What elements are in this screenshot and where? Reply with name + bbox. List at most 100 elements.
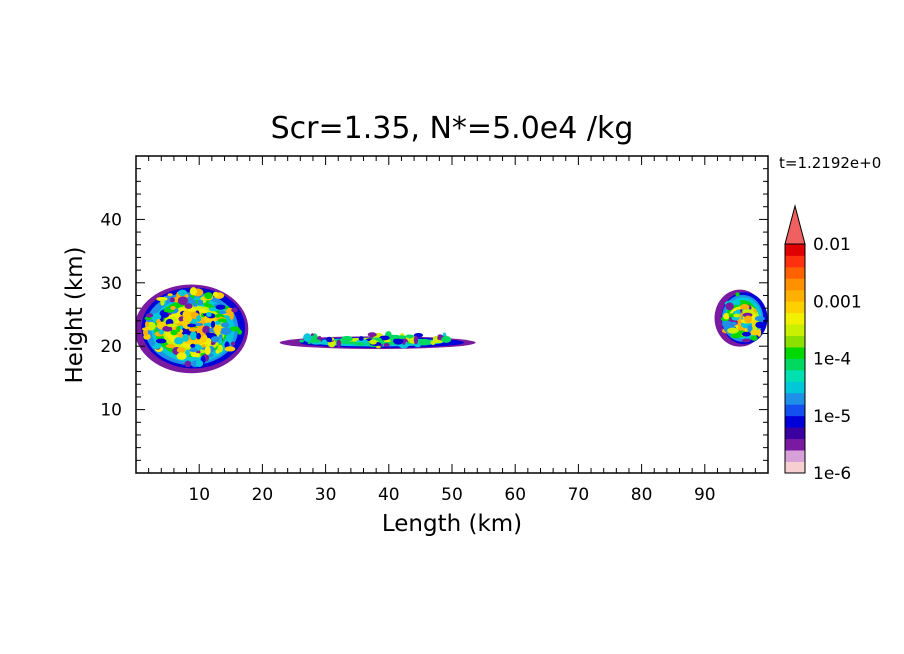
feature-speckle bbox=[731, 321, 737, 326]
feature-speckle bbox=[741, 338, 751, 343]
x-tick-label: 20 bbox=[252, 485, 274, 505]
feature-speckle bbox=[326, 336, 333, 343]
feature-speckle bbox=[176, 347, 186, 354]
colorbar-segment bbox=[785, 392, 805, 405]
feature-speckle bbox=[435, 339, 443, 344]
feature-speckle bbox=[187, 323, 197, 328]
colorbar-segment bbox=[785, 266, 805, 279]
colorbar-segment bbox=[785, 358, 805, 371]
colorbar-label: 0.001 bbox=[813, 292, 862, 312]
y-tick-labels: 10 20 30 40 bbox=[100, 210, 122, 420]
feature-speckle bbox=[213, 325, 222, 334]
colorbar-segment bbox=[785, 427, 805, 440]
feature-speckle bbox=[160, 299, 165, 306]
feature-speckle bbox=[196, 332, 201, 340]
colorbar-segment bbox=[785, 289, 805, 302]
feature-speckle bbox=[369, 339, 377, 345]
feature-speckle bbox=[217, 344, 223, 353]
feature-speckle bbox=[197, 299, 204, 306]
feature-speckle bbox=[195, 360, 204, 367]
feature-speckle bbox=[192, 305, 205, 310]
feature-speckle bbox=[202, 325, 211, 334]
feature-speckle bbox=[730, 333, 742, 339]
colorbar-label: 1e-4 bbox=[813, 350, 851, 370]
feature-speckle bbox=[742, 312, 753, 318]
feature-speckle bbox=[166, 323, 178, 328]
colorbar bbox=[784, 204, 806, 474]
x-tick-label: 50 bbox=[441, 485, 463, 505]
feature-speckle bbox=[145, 313, 154, 318]
feature-speckle bbox=[204, 346, 211, 355]
colorbar-segment bbox=[785, 404, 805, 417]
x-tick-label: 80 bbox=[631, 485, 653, 505]
feature-speckle bbox=[167, 293, 173, 297]
feature-speckle bbox=[750, 329, 760, 336]
colorbar-segment bbox=[785, 415, 805, 428]
feature-speckle bbox=[219, 327, 232, 335]
feature-speckle bbox=[336, 339, 342, 348]
colorbar-segment bbox=[785, 244, 805, 256]
feature-speckle bbox=[204, 292, 213, 300]
feature-speckle bbox=[367, 332, 377, 337]
feature-speckle bbox=[309, 339, 321, 343]
feature-speckle bbox=[176, 352, 187, 360]
colorbar-labels: 0.01 0.001 1e-4 1e-5 1e-6 bbox=[813, 235, 862, 484]
feature-speckle bbox=[735, 299, 741, 306]
feature-speckle bbox=[213, 352, 221, 357]
x-axis-label: Length (km) bbox=[382, 511, 522, 537]
feature-speckle bbox=[185, 299, 196, 304]
colorbar-label: 1e-6 bbox=[813, 464, 851, 484]
feature-speckle bbox=[156, 296, 168, 302]
feature-speckle bbox=[393, 337, 404, 345]
feature-speckle bbox=[206, 338, 212, 346]
feature-speckle bbox=[224, 346, 236, 352]
x-tick-label: 60 bbox=[504, 485, 526, 505]
feature-speckle bbox=[214, 314, 221, 318]
x-tick-label: 10 bbox=[188, 485, 210, 505]
feature-speckle bbox=[397, 335, 407, 340]
feature-speckle bbox=[303, 333, 312, 342]
feature-speckle bbox=[205, 332, 213, 337]
feature-speckle bbox=[418, 338, 431, 346]
chart-title: Scr=1.35, N*=5.0e4 /kg bbox=[271, 111, 634, 146]
features-group bbox=[136, 284, 768, 374]
colorbar-segment bbox=[785, 450, 805, 462]
x-tick-label: 30 bbox=[315, 485, 337, 505]
colorbar-segment bbox=[785, 381, 805, 394]
y-tick-label: 40 bbox=[100, 210, 122, 230]
feature-speckle bbox=[182, 315, 193, 323]
feature-speckle bbox=[355, 342, 365, 346]
x-tick-label: 70 bbox=[568, 485, 590, 505]
colorbar-extend-arrow bbox=[784, 204, 806, 245]
feature-speckle bbox=[184, 360, 192, 368]
feature-speckle bbox=[189, 348, 199, 353]
feature-speckle bbox=[341, 335, 353, 342]
colorbar-label: 0.01 bbox=[813, 235, 851, 255]
feature-speckle bbox=[184, 303, 193, 309]
data-features bbox=[136, 284, 768, 374]
feature-speckle bbox=[237, 329, 242, 335]
colorbar-segment bbox=[785, 461, 805, 474]
feature-speckle bbox=[169, 297, 175, 303]
colorbar-segment bbox=[785, 324, 805, 336]
feature-speckle bbox=[206, 311, 212, 317]
y-tick-label: 20 bbox=[100, 337, 122, 357]
feature-speckle bbox=[735, 292, 740, 297]
feature-speckle bbox=[189, 331, 197, 341]
feature-speckle bbox=[220, 322, 230, 328]
x-tick-label: 40 bbox=[378, 485, 400, 505]
feature-speckle bbox=[170, 305, 176, 311]
feature-speckle bbox=[755, 321, 765, 329]
feature-speckle bbox=[217, 318, 227, 323]
colorbar-segment bbox=[785, 347, 805, 359]
feature-speckle bbox=[163, 308, 175, 313]
feature-speckle bbox=[358, 336, 364, 341]
feature-speckle bbox=[212, 291, 219, 297]
y-tick-label: 10 bbox=[100, 401, 122, 421]
feature-speckle bbox=[176, 325, 181, 333]
feature-speckle bbox=[188, 327, 198, 332]
time-stamp-label: t=1.2192e+0 bbox=[779, 154, 881, 172]
feature-speckle bbox=[299, 339, 304, 343]
feature-speckle bbox=[190, 343, 196, 348]
feature-speckle bbox=[723, 312, 730, 320]
